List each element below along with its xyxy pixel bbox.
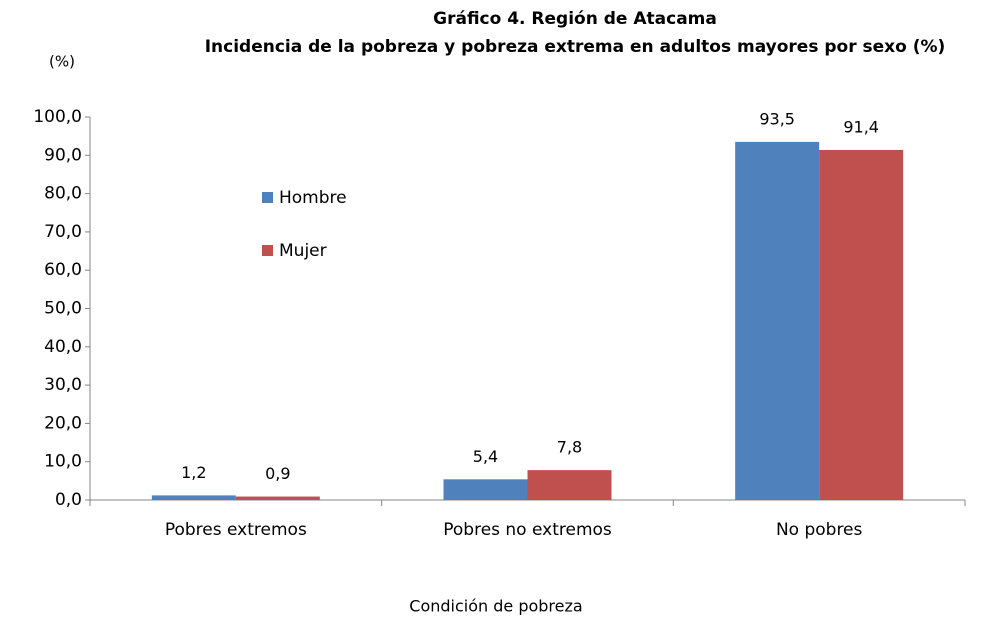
x-tick-label: Pobres no extremos bbox=[443, 520, 612, 540]
chart-title: Gráfico 4. Región de Atacama bbox=[433, 9, 717, 29]
y-axis-label: (%) bbox=[49, 53, 75, 71]
x-tick-label: No pobres bbox=[776, 520, 863, 540]
bar bbox=[527, 470, 612, 500]
bar bbox=[443, 479, 528, 500]
value-label: 91,4 bbox=[843, 117, 879, 136]
value-label: 93,5 bbox=[759, 109, 795, 128]
bar bbox=[735, 141, 820, 500]
y-tick-label: 70,0 bbox=[44, 222, 82, 242]
value-label: 1,2 bbox=[181, 463, 206, 482]
y-tick-label: 100,0 bbox=[33, 107, 82, 127]
y-tick-label: 10,0 bbox=[44, 452, 82, 472]
y-tick-label: 30,0 bbox=[44, 375, 82, 395]
value-label: 7,8 bbox=[557, 438, 582, 457]
y-tick-label: 50,0 bbox=[44, 299, 82, 319]
chart-subtitle: Incidencia de la pobreza y pobreza extre… bbox=[204, 37, 946, 57]
value-label: 0,9 bbox=[265, 464, 290, 483]
bar bbox=[151, 495, 236, 500]
y-tick-label: 0,0 bbox=[55, 490, 82, 510]
y-tick-label: 90,0 bbox=[44, 145, 82, 165]
legend-label: Hombre bbox=[279, 188, 347, 208]
y-tick-label: 60,0 bbox=[44, 260, 82, 280]
y-tick-label: 20,0 bbox=[44, 413, 82, 433]
bar bbox=[819, 149, 904, 501]
legend-swatch bbox=[262, 245, 273, 256]
value-label: 5,4 bbox=[473, 447, 498, 466]
x-tick-label: Pobres extremos bbox=[165, 520, 307, 540]
y-tick-label: 80,0 bbox=[44, 184, 82, 204]
legend-label: Mujer bbox=[279, 241, 327, 261]
bar bbox=[235, 496, 320, 500]
x-axis-label: Condición de pobreza bbox=[409, 597, 582, 616]
legend-swatch bbox=[262, 192, 273, 203]
y-tick-label: 40,0 bbox=[44, 337, 82, 357]
